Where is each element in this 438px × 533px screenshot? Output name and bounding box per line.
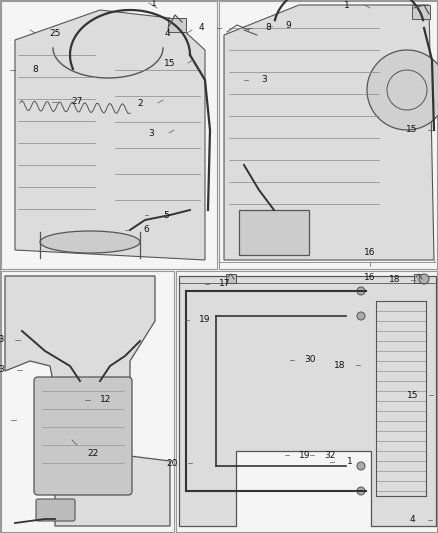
Polygon shape <box>224 5 434 260</box>
Text: 12: 12 <box>100 395 112 405</box>
Ellipse shape <box>40 231 140 253</box>
Text: 6: 6 <box>143 225 149 235</box>
Text: 3: 3 <box>0 366 4 375</box>
Text: 19: 19 <box>299 450 311 459</box>
Text: 16: 16 <box>364 273 376 282</box>
Text: 4: 4 <box>409 515 415 524</box>
Text: 1: 1 <box>347 457 353 466</box>
Text: 4: 4 <box>164 28 170 37</box>
Text: 4: 4 <box>198 23 204 33</box>
Circle shape <box>419 274 429 284</box>
Text: 22: 22 <box>87 448 99 457</box>
Circle shape <box>357 462 365 470</box>
Bar <box>239 210 309 255</box>
Text: 19: 19 <box>199 316 211 325</box>
Text: 8: 8 <box>265 23 271 33</box>
Text: 16: 16 <box>364 248 376 257</box>
Polygon shape <box>179 276 436 526</box>
Text: 17: 17 <box>219 279 231 288</box>
Bar <box>414 274 424 283</box>
Circle shape <box>357 487 365 495</box>
Text: 2: 2 <box>137 99 143 108</box>
Circle shape <box>357 312 365 320</box>
Bar <box>168 18 186 32</box>
Text: 30: 30 <box>304 356 316 365</box>
FancyBboxPatch shape <box>36 499 75 521</box>
Text: 18: 18 <box>389 276 401 285</box>
Text: 3: 3 <box>261 76 267 85</box>
Polygon shape <box>5 276 170 526</box>
Text: 9: 9 <box>285 21 291 30</box>
Bar <box>176 271 437 532</box>
Text: 3: 3 <box>148 128 154 138</box>
Text: 5: 5 <box>163 211 169 220</box>
Text: 18: 18 <box>334 360 346 369</box>
Text: 32: 32 <box>324 450 336 459</box>
Text: 15: 15 <box>406 125 418 134</box>
Text: 8: 8 <box>32 66 38 75</box>
Text: 27: 27 <box>71 98 83 107</box>
Text: 1: 1 <box>344 1 350 10</box>
Text: 20: 20 <box>166 458 178 467</box>
Text: 15: 15 <box>407 391 419 400</box>
Text: 1: 1 <box>151 0 157 7</box>
Bar <box>412 5 430 19</box>
Text: 15: 15 <box>164 59 176 68</box>
Text: 23: 23 <box>0 335 5 344</box>
FancyBboxPatch shape <box>34 377 132 495</box>
Bar <box>1 271 174 532</box>
Bar <box>219 1 437 269</box>
Bar <box>1 1 217 269</box>
Circle shape <box>367 50 438 130</box>
Text: 13: 13 <box>0 416 1 424</box>
Text: 25: 25 <box>49 28 61 37</box>
Bar <box>226 274 236 283</box>
Polygon shape <box>15 10 205 260</box>
Circle shape <box>357 287 365 295</box>
